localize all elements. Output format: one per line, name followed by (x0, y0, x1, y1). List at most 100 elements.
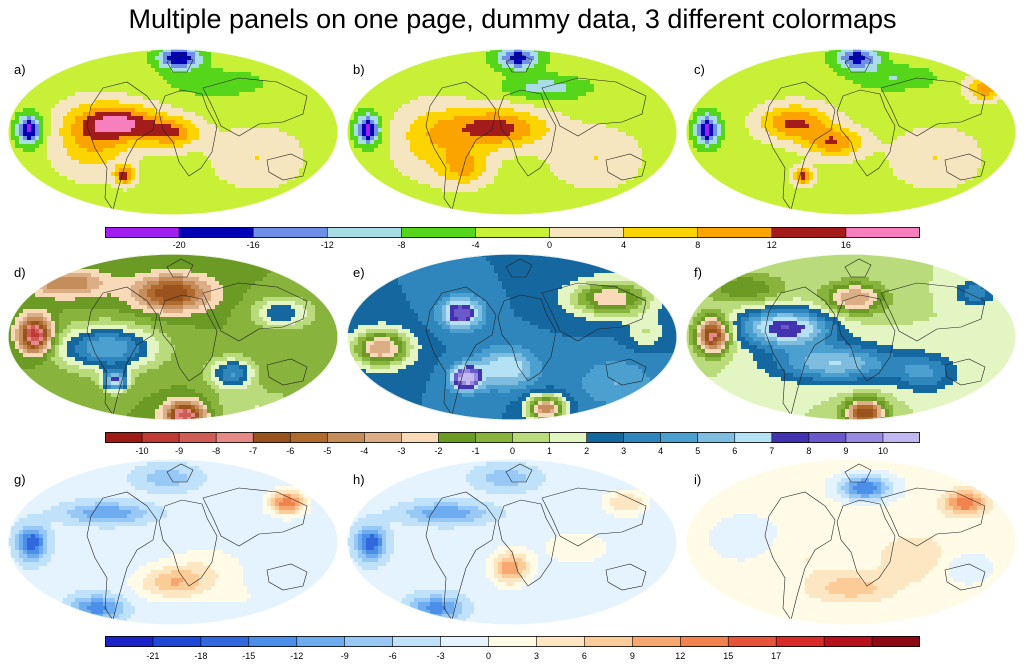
colorbar-2-tick-label: 7 (769, 446, 774, 456)
colorbar-1-box (179, 227, 254, 238)
colorbar-3-box (584, 636, 633, 647)
panel-label-e: e) (353, 265, 365, 280)
coastline-i (764, 463, 986, 621)
map-outline-d (8, 254, 338, 420)
colorbar-1-tick-label: -8 (397, 240, 405, 250)
colorbar-1-tick-label: -20 (173, 240, 186, 250)
colorbar-2-box (475, 432, 513, 443)
colorbar-1-tick-label: -16 (247, 240, 260, 250)
colorbar-2-tick-label: -9 (175, 446, 183, 456)
colorbar-2-tick-label: -8 (212, 446, 220, 456)
colorbar-2-frame (105, 432, 920, 443)
colorbar-2 (105, 432, 920, 443)
colorbar-2-tick-label: -3 (397, 446, 405, 456)
colorbar-3-box (728, 636, 777, 647)
colorbar-2-tick-label: 10 (878, 446, 888, 456)
colorbar-3-box (152, 636, 202, 647)
colorbar-3-tick-label: 17 (771, 651, 781, 661)
colorbar-3-box (872, 636, 920, 647)
colorbar-3-tick-label: 6 (582, 651, 587, 661)
colorbar-1-box (771, 227, 847, 238)
colorbar-2-box (882, 432, 920, 443)
colorbar-2-box (512, 432, 550, 443)
colorbar-2-tick-label: 1 (547, 446, 552, 456)
colorbar-2-box (105, 432, 143, 443)
colorbar-2-tick-label: -1 (471, 446, 479, 456)
colorbar-3-box (632, 636, 681, 647)
colorbar-2-tick-label: -5 (323, 446, 331, 456)
colorbar-2-box (216, 432, 254, 443)
colorbar-2-box (771, 432, 810, 443)
coastline-f (764, 258, 986, 416)
colorbar-3-tick-label: -6 (389, 651, 397, 661)
colorbar-3-box (200, 636, 250, 647)
colorbar-3-tick-label: -18 (194, 651, 207, 661)
colorbar-3-box (248, 636, 298, 647)
coastline-d (86, 258, 308, 416)
panel-label-i: i) (694, 472, 701, 487)
panel-label-a: a) (14, 62, 26, 77)
colorbar-3-box (105, 636, 154, 647)
colorbar-2-box (438, 432, 476, 443)
colorbar-3-box (680, 636, 729, 647)
map-outline-h (347, 459, 677, 625)
colorbar-1-tick-label: 4 (621, 240, 626, 250)
colorbar-3-box (536, 636, 585, 647)
coastline-e (425, 258, 647, 416)
colorbar-2-box (623, 432, 661, 443)
panel-label-g: g) (14, 472, 26, 487)
colorbar-2-box (697, 432, 736, 443)
map-panel-i (686, 459, 1016, 625)
map-panel-f (686, 254, 1016, 420)
colorbar-2-box (734, 432, 773, 443)
colorbar-3-tick-label: -21 (146, 651, 159, 661)
colorbar-1-frame (105, 227, 920, 238)
colorbar-3-tick-label: -15 (242, 651, 255, 661)
colorbar-1-box (105, 227, 180, 238)
coastline-h (425, 463, 647, 621)
colorbar-2-tick-label: -7 (249, 446, 257, 456)
map-panel-a (8, 49, 338, 215)
colorbar-3-box (824, 636, 873, 647)
map-outline-b (347, 49, 677, 215)
colorbar-2-box (179, 432, 217, 443)
colorbar-2-box (364, 432, 402, 443)
colorbar-3-tick-label: -3 (437, 651, 445, 661)
colorbar-1-tick-label: 8 (695, 240, 700, 250)
colorbar-2-tick-label: -10 (136, 446, 149, 456)
map-panel-e (347, 254, 677, 420)
map-panel-b (347, 49, 677, 215)
colorbar-3-tick-label: -12 (290, 651, 303, 661)
colorbar-1-box (401, 227, 476, 238)
colorbar-2-box (290, 432, 328, 443)
colorbar-2-ticks: -10 -9 -8 -7 -6 -5 -4 -3 -2 -1 0 1 2 3 4 5 6 7 8 9 10 (105, 446, 920, 460)
panel-label-h: h) (353, 472, 365, 487)
colorbar-3-box (440, 636, 489, 647)
colorbar-3-frame (105, 636, 920, 647)
colorbar-3-box (296, 636, 346, 647)
colorbar-2-box (808, 432, 847, 443)
colorbar-1-tick-label: 12 (767, 240, 777, 250)
map-panel-d (8, 254, 338, 420)
map-outline-i (686, 459, 1016, 625)
colorbar-1-tick-label: -4 (471, 240, 479, 250)
map-panel-h (347, 459, 677, 625)
colorbar-1-box (845, 227, 920, 238)
coastline-b (425, 53, 647, 211)
map-outline-g (8, 459, 338, 625)
panel-label-d: d) (14, 265, 26, 280)
panel-label-b: b) (353, 62, 365, 77)
colorbar-2-box (253, 432, 291, 443)
coastline-a (86, 53, 308, 211)
colorbar-1-box (327, 227, 402, 238)
colorbar-2-tick-label: 4 (658, 446, 663, 456)
colorbar-2-box (660, 432, 699, 443)
colorbar-2-tick-label: 8 (806, 446, 811, 456)
map-outline-c (686, 49, 1016, 215)
colorbar-1-tick-label: 16 (841, 240, 851, 250)
map-panel-c (686, 49, 1016, 215)
colorbar-2-box (845, 432, 884, 443)
colorbar-2-tick-label: -2 (434, 446, 442, 456)
colorbar-2-tick-label: 5 (695, 446, 700, 456)
colorbar-1-tick-label: 0 (547, 240, 552, 250)
